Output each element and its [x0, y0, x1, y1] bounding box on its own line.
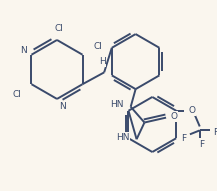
Text: F: F: [181, 134, 187, 143]
Text: Cl: Cl: [54, 24, 63, 33]
Text: N: N: [59, 102, 66, 111]
Text: Cl: Cl: [12, 90, 21, 99]
Text: O: O: [170, 112, 178, 121]
Text: F: F: [213, 128, 217, 137]
Text: N: N: [20, 46, 27, 55]
Text: HN: HN: [116, 133, 130, 142]
Text: H: H: [99, 57, 105, 66]
Text: F: F: [199, 140, 204, 149]
Text: O: O: [188, 106, 195, 115]
Text: Cl: Cl: [94, 42, 103, 51]
Text: HN: HN: [110, 100, 124, 109]
